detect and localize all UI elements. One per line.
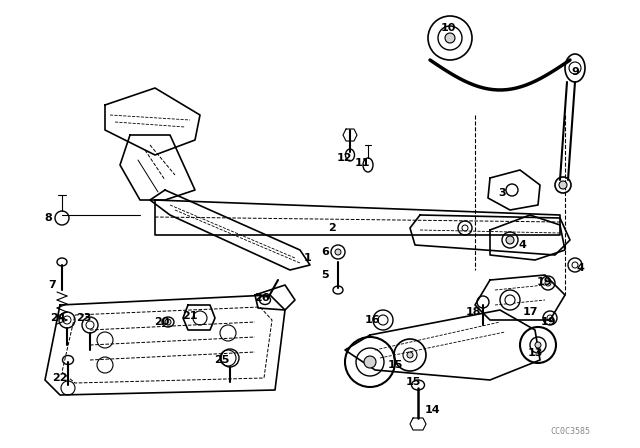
Text: 2: 2 (328, 223, 336, 233)
Text: 10: 10 (440, 23, 456, 33)
Circle shape (535, 342, 541, 348)
Text: 21: 21 (182, 311, 198, 321)
Circle shape (506, 236, 514, 244)
Text: 24: 24 (50, 313, 66, 323)
Text: 6: 6 (321, 247, 329, 257)
Text: 3: 3 (498, 188, 506, 198)
Text: 5: 5 (321, 270, 329, 280)
Text: 11: 11 (355, 158, 370, 168)
Text: 7: 7 (48, 280, 56, 290)
Text: 9: 9 (571, 67, 579, 77)
Text: 22: 22 (52, 373, 68, 383)
Circle shape (335, 249, 341, 255)
Text: 26: 26 (254, 293, 270, 303)
Circle shape (505, 295, 515, 305)
Circle shape (445, 33, 455, 43)
Text: 20: 20 (154, 317, 170, 327)
Text: 25: 25 (214, 355, 230, 365)
Circle shape (407, 352, 413, 358)
Text: 12: 12 (336, 153, 352, 163)
Text: 23: 23 (76, 313, 92, 323)
Text: 14: 14 (424, 405, 440, 415)
Text: 15: 15 (387, 360, 403, 370)
Circle shape (364, 356, 376, 368)
Text: 8: 8 (44, 213, 52, 223)
Text: 15: 15 (405, 377, 420, 387)
Text: CC0C3585: CC0C3585 (550, 427, 590, 436)
Circle shape (165, 319, 171, 325)
Text: 13: 13 (527, 348, 543, 358)
Circle shape (569, 62, 581, 74)
Text: 18: 18 (465, 307, 481, 317)
Text: 19: 19 (537, 277, 553, 287)
Text: 19: 19 (540, 317, 556, 327)
Text: 4: 4 (518, 240, 526, 250)
Text: 17: 17 (522, 307, 538, 317)
Text: 1: 1 (304, 253, 312, 263)
Text: 4: 4 (576, 263, 584, 273)
Circle shape (559, 181, 567, 189)
Text: 16: 16 (365, 315, 381, 325)
